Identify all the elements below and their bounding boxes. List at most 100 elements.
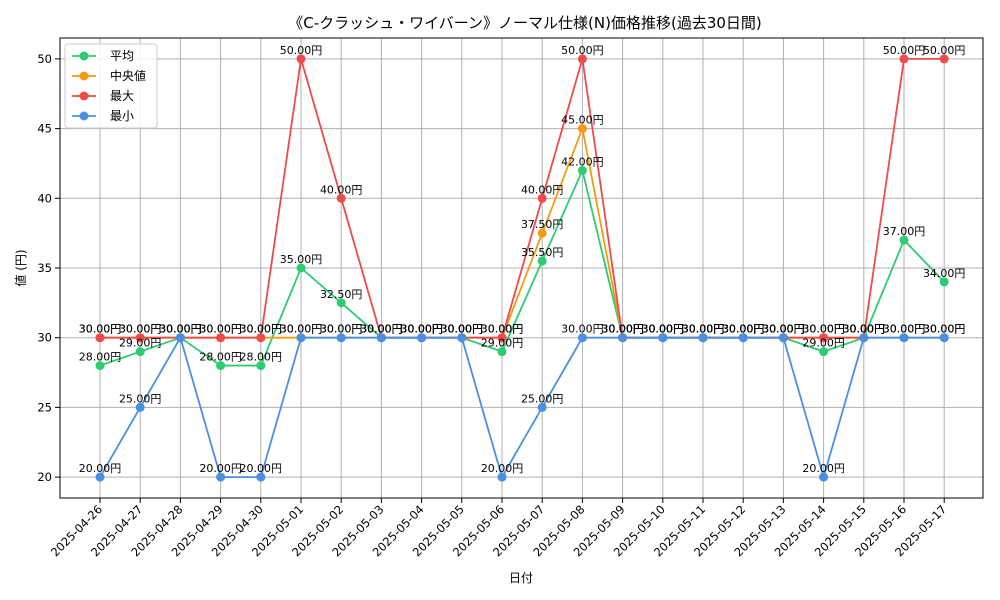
data-point — [537, 193, 547, 203]
series-line-最小 — [99, 335, 945, 481]
data-label: 30.00円 — [320, 323, 363, 336]
data-label: 40.00円 — [320, 183, 363, 196]
data-label: 30.00円 — [481, 323, 524, 336]
data-label: 28.00円 — [79, 351, 122, 364]
legend-label: 平均 — [110, 49, 134, 63]
data-label: 30.00円 — [923, 323, 966, 336]
data-label: 20.00円 — [199, 462, 242, 475]
data-point — [135, 347, 145, 357]
data-label: 30.00円 — [883, 323, 926, 336]
data-point — [417, 333, 427, 343]
data-point — [135, 333, 145, 343]
data-label: 42.00円 — [561, 155, 604, 168]
data-label: 30.00円 — [642, 323, 685, 336]
y-tick-label: 30 — [37, 331, 52, 345]
data-label: 50.00円 — [923, 44, 966, 57]
data-point — [497, 347, 507, 357]
data-point — [537, 256, 547, 266]
y-tick-label: 45 — [37, 122, 52, 136]
data-label: 30.00円 — [159, 323, 202, 336]
data-point — [939, 54, 949, 64]
data-label: 30.00円 — [601, 323, 644, 336]
data-point — [256, 333, 266, 343]
data-label: 30.00円 — [119, 323, 162, 336]
legend-marker — [79, 91, 89, 101]
data-label: 30.00円 — [240, 323, 283, 336]
y-tick-label: 35 — [37, 261, 52, 275]
data-point — [819, 347, 829, 357]
data-label: 30.00円 — [159, 323, 202, 336]
data-label: 30.00円 — [400, 323, 443, 336]
data-point — [457, 333, 467, 343]
data-label: 30.00円 — [843, 323, 886, 336]
data-label: 20.00円 — [240, 462, 283, 475]
legend-box — [64, 43, 158, 129]
y-tick-label: 50 — [37, 52, 52, 66]
data-point — [939, 277, 949, 287]
data-label: 30.00円 — [199, 323, 242, 336]
data-label: 30.00円 — [802, 323, 845, 336]
data-label: 30.00円 — [642, 323, 685, 336]
data-label: 30.00円 — [159, 323, 202, 336]
data-label: 30.00円 — [682, 323, 725, 336]
data-label: 30.00円 — [601, 323, 644, 336]
data-label: 50.00円 — [280, 44, 323, 57]
data-point — [296, 263, 306, 273]
data-label: 30.00円 — [400, 323, 443, 336]
data-point — [256, 361, 266, 371]
x-axis-label: 日付 — [509, 571, 533, 585]
data-label: 30.00円 — [320, 323, 363, 336]
data-label: 30.00円 — [762, 323, 805, 336]
data-label: 30.00円 — [240, 323, 283, 336]
data-point — [859, 333, 869, 343]
data-point — [497, 472, 507, 482]
data-label: 30.00円 — [360, 323, 403, 336]
data-label: 30.00円 — [119, 323, 162, 336]
data-label: 30.00円 — [722, 323, 765, 336]
data-point — [376, 333, 386, 343]
data-label: 32.50円 — [320, 288, 363, 301]
data-label: 30.00円 — [762, 323, 805, 336]
data-label: 25.00円 — [521, 392, 564, 405]
data-label: 30.00円 — [441, 323, 484, 336]
data-label: 30.00円 — [843, 323, 886, 336]
data-label: 30.00円 — [722, 323, 765, 336]
data-label: 50.00円 — [561, 44, 604, 57]
data-point — [95, 361, 105, 371]
data-label: 30.00円 — [802, 323, 845, 336]
data-label: 30.00円 — [159, 323, 202, 336]
legend-marker — [79, 71, 89, 81]
data-label: 30.00円 — [843, 323, 886, 336]
data-label: 35.50円 — [521, 246, 564, 259]
data-label: 30.00円 — [923, 323, 966, 336]
data-point — [778, 333, 788, 343]
data-point — [819, 333, 829, 343]
data-point — [698, 333, 708, 343]
series-line-最大 — [100, 58, 945, 339]
data-point — [95, 333, 105, 343]
data-label: 40.00円 — [521, 183, 564, 196]
data-label: 45.00円 — [561, 114, 604, 127]
data-label: 30.00円 — [441, 323, 484, 336]
data-label: 30.00円 — [682, 323, 725, 336]
data-label: 28.00円 — [199, 351, 242, 364]
data-point — [577, 165, 587, 175]
data-point — [336, 298, 346, 308]
legend-marker — [79, 51, 89, 61]
series-line-平均 — [99, 167, 945, 367]
data-label: 30.00円 — [762, 323, 805, 336]
data-point — [899, 235, 909, 245]
y-tick-label: 25 — [37, 400, 52, 414]
data-label: 20.00円 — [481, 462, 524, 475]
data-point — [216, 333, 226, 343]
x-axis: 2025-04-262025-04-272025-04-282025-04-29… — [48, 498, 949, 559]
y-axis-label: 値 (円) — [13, 249, 28, 286]
data-label: 50.00円 — [883, 44, 926, 57]
data-point — [216, 361, 226, 371]
chart-title: 《C-クラッシュ・ワイバーン》ノーマル仕様(N)価格推移(過去30日間) — [288, 14, 762, 32]
data-point — [577, 124, 587, 134]
data-label: 30.00円 — [280, 323, 323, 336]
data-label: 30.00円 — [441, 323, 484, 336]
